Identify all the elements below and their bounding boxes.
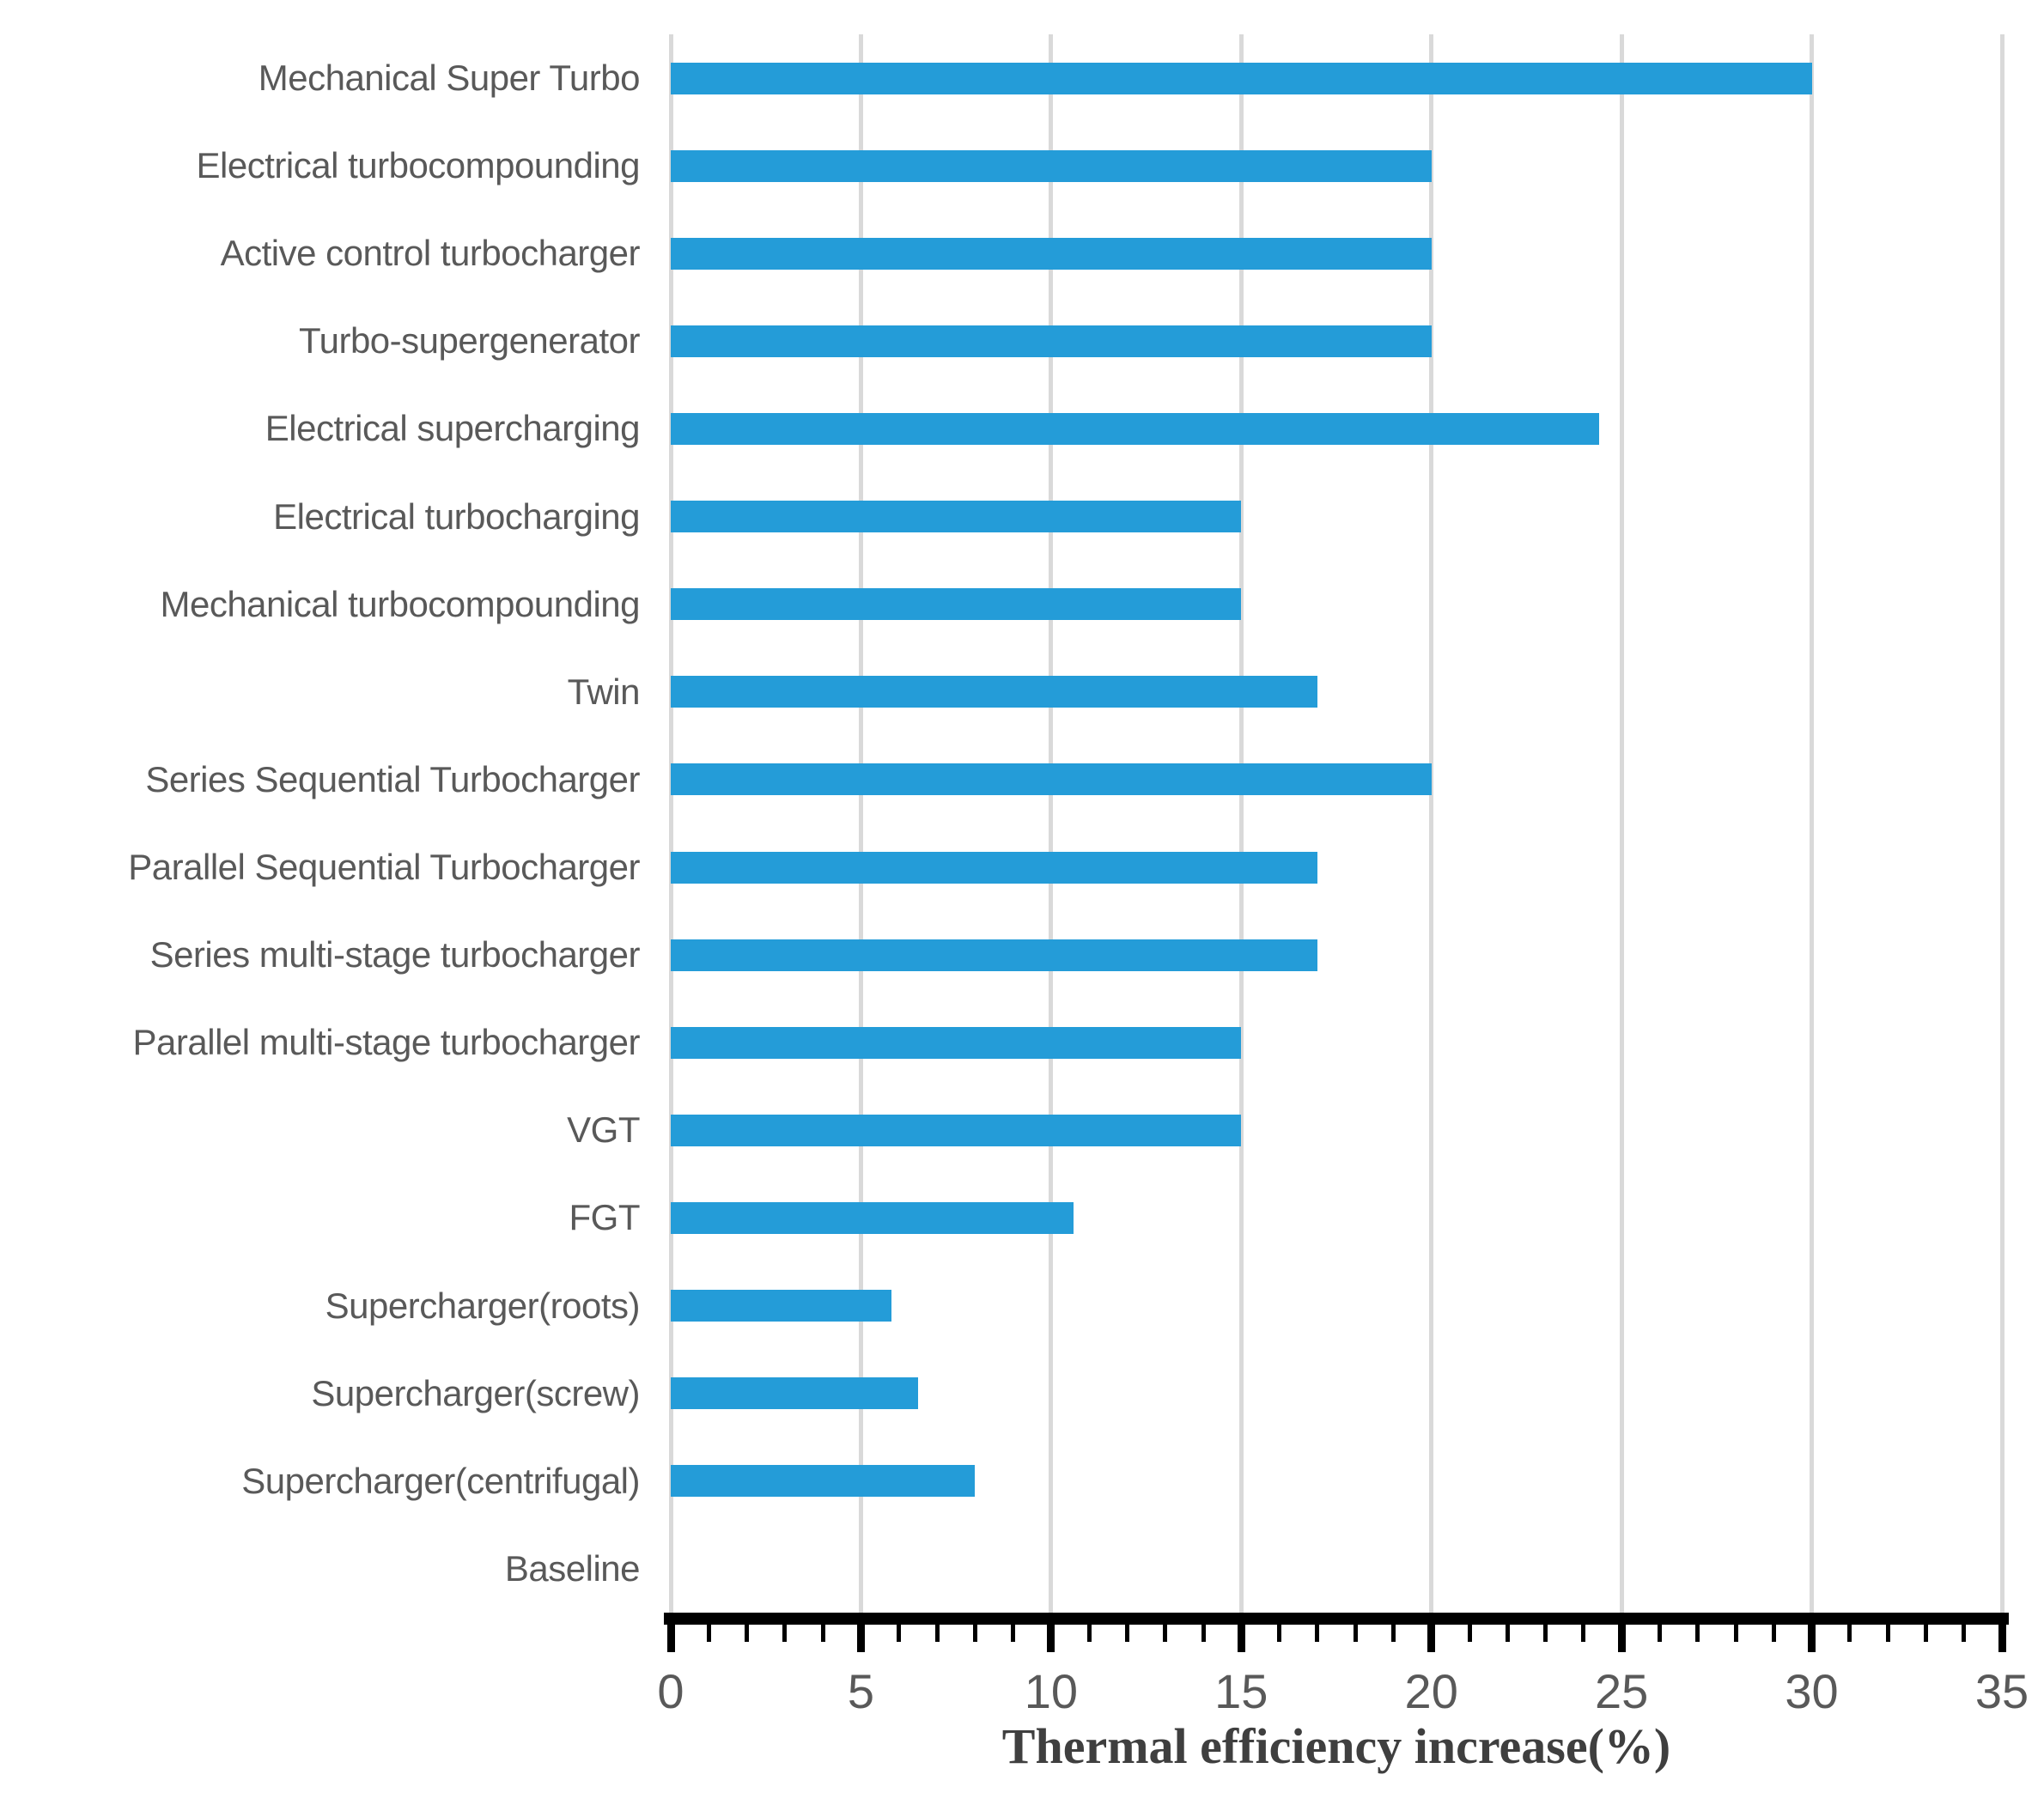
bar [671, 1465, 976, 1498]
bar [671, 501, 1242, 533]
minor-tick-12 [1124, 1625, 1129, 1642]
bar [671, 588, 1242, 621]
minor-tick-8 [972, 1625, 977, 1642]
category-label: Supercharger(roots) [325, 1285, 641, 1326]
major-tick-20 [1427, 1625, 1436, 1652]
gridline-x-15 [1238, 34, 1244, 1613]
minor-tick-33 [1923, 1625, 1928, 1642]
major-tick-25 [1617, 1625, 1626, 1652]
minor-tick-27 [1695, 1625, 1700, 1642]
category-label: Series multi-stage turbocharger [149, 934, 641, 975]
category-label: Supercharger(centrifugal) [241, 1460, 640, 1501]
gridline-x-10 [1049, 34, 1054, 1613]
category-label: Active control turbocharger [220, 233, 641, 274]
x-tick-label-30: 30 [1785, 1664, 1839, 1718]
category-label: FGT [569, 1197, 641, 1238]
minor-tick-21 [1467, 1625, 1472, 1642]
bar [671, 1202, 1074, 1234]
minor-tick-11 [1086, 1625, 1092, 1642]
category-label: Supercharger(screw) [311, 1372, 640, 1413]
minor-tick-24 [1581, 1625, 1586, 1642]
x-axis-title: Thermal efficiency increase(%) [1001, 1718, 1671, 1774]
bar [671, 413, 1599, 445]
gridline-x-5 [858, 34, 863, 1613]
minor-tick-17 [1315, 1625, 1320, 1642]
bar [671, 851, 1317, 884]
x-tick-label-10: 10 [1024, 1664, 1078, 1718]
bar [671, 325, 1432, 357]
major-tick-5 [856, 1625, 865, 1652]
gridline-x-25 [1619, 34, 1624, 1613]
bar [671, 763, 1432, 796]
x-tick-label-0: 0 [657, 1664, 684, 1718]
bar [671, 149, 1432, 182]
minor-tick-14 [1201, 1625, 1206, 1642]
minor-tick-23 [1543, 1625, 1548, 1642]
minor-tick-28 [1733, 1625, 1738, 1642]
minor-tick-34 [1962, 1625, 1967, 1642]
minor-tick-18 [1353, 1625, 1358, 1642]
category-label: Mechanical turbocompounding [160, 583, 640, 624]
minor-tick-9 [1011, 1625, 1016, 1642]
gridline-x-0 [668, 34, 673, 1613]
category-label: Parallel multi-stage turbocharger [132, 1022, 641, 1063]
bar [671, 676, 1317, 708]
category-label: Baseline [504, 1547, 641, 1589]
major-tick-30 [1808, 1625, 1816, 1652]
category-label: Series Sequential Turbocharger [145, 758, 640, 799]
bar [671, 237, 1432, 270]
major-tick-15 [1237, 1625, 1245, 1652]
major-tick-0 [666, 1625, 675, 1652]
minor-tick-22 [1505, 1625, 1510, 1642]
category-label: VGT [567, 1109, 640, 1151]
bar [671, 1026, 1242, 1059]
minor-tick-2 [745, 1625, 750, 1642]
minor-tick-26 [1657, 1625, 1662, 1642]
bar [671, 939, 1317, 971]
minor-tick-16 [1277, 1625, 1282, 1642]
category-label: Electrical turbocompounding [196, 145, 641, 186]
minor-tick-1 [706, 1625, 711, 1642]
bar [671, 1114, 1242, 1146]
minor-tick-29 [1771, 1625, 1776, 1642]
minor-tick-3 [782, 1625, 788, 1642]
x-tick-label-20: 20 [1404, 1664, 1458, 1718]
x-axis-line [664, 1613, 2009, 1625]
major-tick-10 [1047, 1625, 1055, 1652]
x-tick-label-35: 35 [1974, 1664, 2029, 1718]
minor-tick-32 [1885, 1625, 1890, 1642]
minor-tick-31 [1847, 1625, 1852, 1642]
bar [671, 62, 1812, 94]
x-tick-label-5: 5 [847, 1664, 874, 1718]
minor-tick-13 [1163, 1625, 1168, 1642]
category-label: Parallel Sequential Turbocharger [128, 847, 640, 888]
minor-tick-4 [820, 1625, 825, 1642]
minor-tick-6 [897, 1625, 902, 1642]
category-label: Electrical supercharging [265, 408, 641, 449]
category-label: Twin [567, 671, 641, 712]
category-label: Turbo-supergenerator [299, 320, 641, 362]
gridline-x-20 [1429, 34, 1434, 1613]
minor-tick-19 [1390, 1625, 1396, 1642]
gridline-x-35 [1999, 34, 2004, 1613]
bar [671, 1290, 891, 1322]
category-label: Mechanical Super Turbo [258, 58, 641, 99]
bar [671, 1377, 918, 1410]
x-tick-label-15: 15 [1214, 1664, 1268, 1718]
category-label: Electrical turbocharging [273, 495, 640, 537]
gridline-x-30 [1810, 34, 1815, 1613]
x-tick-label-25: 25 [1594, 1664, 1649, 1718]
major-tick-35 [1998, 1625, 2006, 1652]
minor-tick-7 [934, 1625, 940, 1642]
